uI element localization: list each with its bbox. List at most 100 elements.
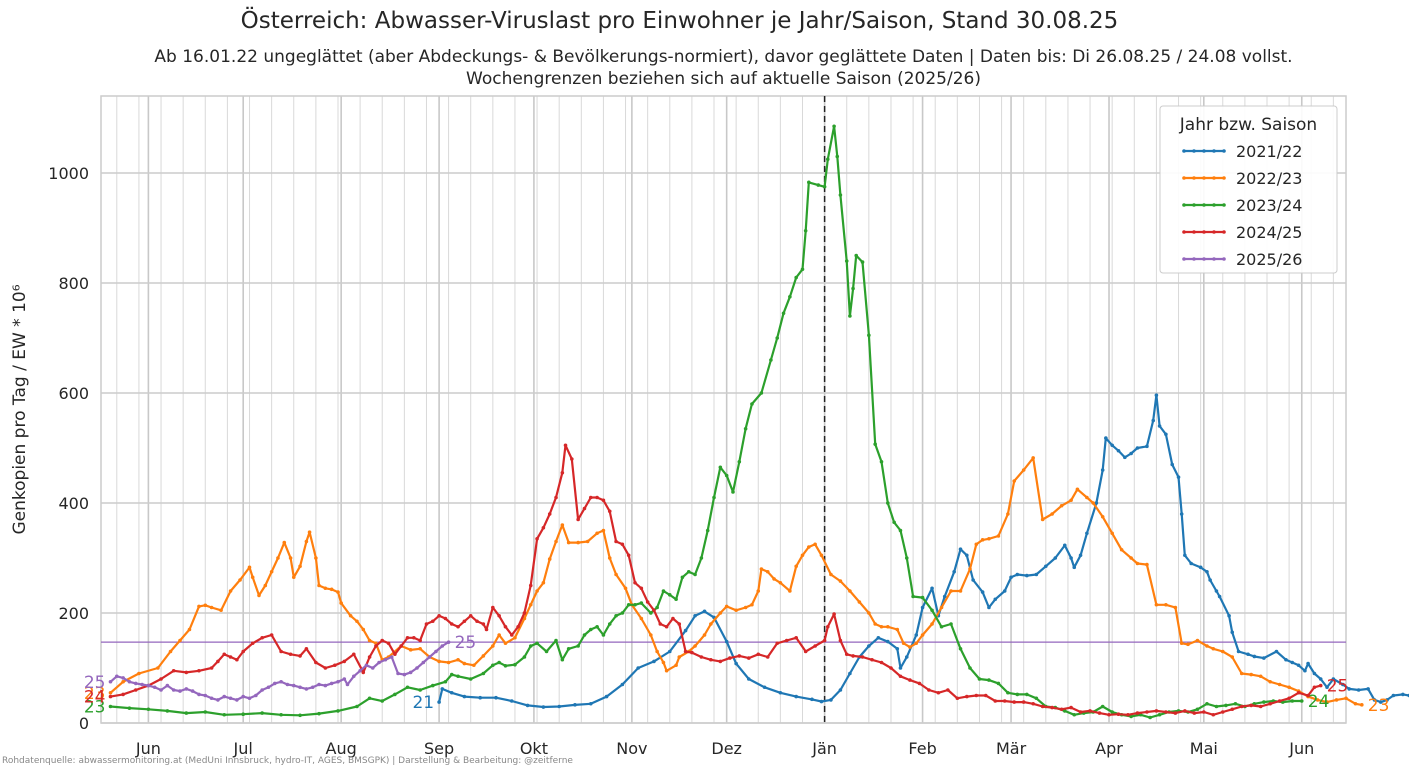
data-point [987, 536, 991, 541]
data-point [171, 688, 176, 692]
data-point [263, 583, 268, 588]
data-point [238, 578, 242, 582]
data-point [1151, 418, 1156, 423]
data-point [1217, 594, 1222, 599]
data-point [677, 622, 682, 626]
y-tick-label: 1000 [48, 164, 89, 183]
data-point [993, 597, 998, 602]
data-point [386, 641, 391, 646]
data-point [415, 666, 419, 670]
legend: Jahr bzw. Saison 2021/22 2022/23 2023/24 202… [1159, 105, 1338, 274]
data-point [737, 459, 742, 464]
data-point [901, 641, 906, 646]
data-point [1258, 704, 1263, 709]
data-point [209, 605, 214, 610]
data-point [1224, 703, 1228, 708]
data-point [702, 609, 707, 614]
data-point [1268, 679, 1272, 684]
data-point [405, 685, 410, 690]
legend-swatch-point [1202, 149, 1206, 153]
data-point [585, 539, 590, 544]
data-point [279, 649, 283, 654]
data-point [1205, 701, 1209, 706]
data-point [323, 586, 328, 591]
data-point [418, 646, 422, 651]
data-point [1135, 561, 1140, 566]
data-point [965, 694, 969, 699]
data-point [886, 639, 890, 644]
data-point [108, 679, 113, 684]
data-point [250, 641, 255, 646]
data-point [595, 495, 599, 500]
data-point [361, 670, 366, 675]
data-point [914, 641, 919, 646]
legend-swatch-point [1212, 203, 1216, 207]
data-point [497, 613, 501, 618]
data-point [1347, 687, 1351, 691]
data-point [156, 666, 160, 670]
data-point [838, 193, 843, 197]
data-point [418, 638, 422, 643]
data-point [528, 644, 533, 648]
data-point [484, 627, 489, 632]
x-tick-label: Aug [326, 739, 357, 758]
data-point [522, 616, 527, 621]
data-point [873, 442, 877, 446]
data-point [920, 605, 925, 610]
data-point [449, 690, 454, 695]
legend-swatch-point [1212, 257, 1216, 261]
data-point [879, 459, 884, 464]
data-point [1015, 692, 1020, 697]
legend-entry: 2022/23 [1236, 169, 1302, 188]
data-point [430, 683, 435, 688]
data-point [705, 528, 710, 533]
data-point [1059, 707, 1064, 712]
data-point [159, 688, 163, 692]
data-point [860, 260, 865, 264]
data-point [1230, 655, 1235, 659]
legend-swatch-point [1222, 176, 1226, 180]
data-point [1220, 710, 1225, 714]
data-point [699, 556, 704, 560]
data-point [528, 602, 533, 607]
data-point [746, 677, 751, 681]
data-point [904, 655, 909, 659]
series-end-label: 25 [1327, 677, 1349, 697]
x-tick-label: Jun [1288, 739, 1314, 758]
data-point [949, 622, 953, 626]
chart-subtitle-2: Wochengrenzen beziehen sich auf aktuelle… [466, 69, 981, 89]
data-point [203, 603, 208, 608]
data-point [1186, 642, 1190, 647]
data-point [1391, 693, 1396, 698]
data-point [412, 635, 416, 640]
data-point [1236, 649, 1241, 654]
x-tick-label: Jun [135, 739, 161, 758]
data-point [601, 633, 606, 637]
data-point [718, 659, 723, 664]
data-point [121, 676, 125, 680]
data-point [209, 666, 214, 670]
data-point [851, 286, 855, 291]
data-point [699, 655, 704, 659]
x-tick-label: Nov [616, 739, 647, 758]
data-point [1002, 699, 1007, 703]
data-point [832, 124, 836, 129]
series-line [438, 394, 1409, 709]
data-point [361, 627, 366, 632]
data-point [1040, 517, 1045, 522]
data-point [241, 712, 245, 716]
data-point [867, 644, 871, 648]
data-point [491, 605, 495, 610]
legend-swatch-point [1212, 230, 1216, 234]
data-point [491, 663, 495, 668]
data-point [1331, 677, 1336, 681]
data-point [1202, 710, 1206, 714]
data-point [1189, 561, 1193, 566]
data-point [481, 671, 486, 676]
data-point [807, 180, 811, 185]
data-point [980, 538, 985, 542]
data-point [1062, 543, 1067, 548]
data-point [838, 688, 843, 692]
x-tick-label: Feb [908, 739, 936, 758]
data-point [437, 700, 441, 704]
